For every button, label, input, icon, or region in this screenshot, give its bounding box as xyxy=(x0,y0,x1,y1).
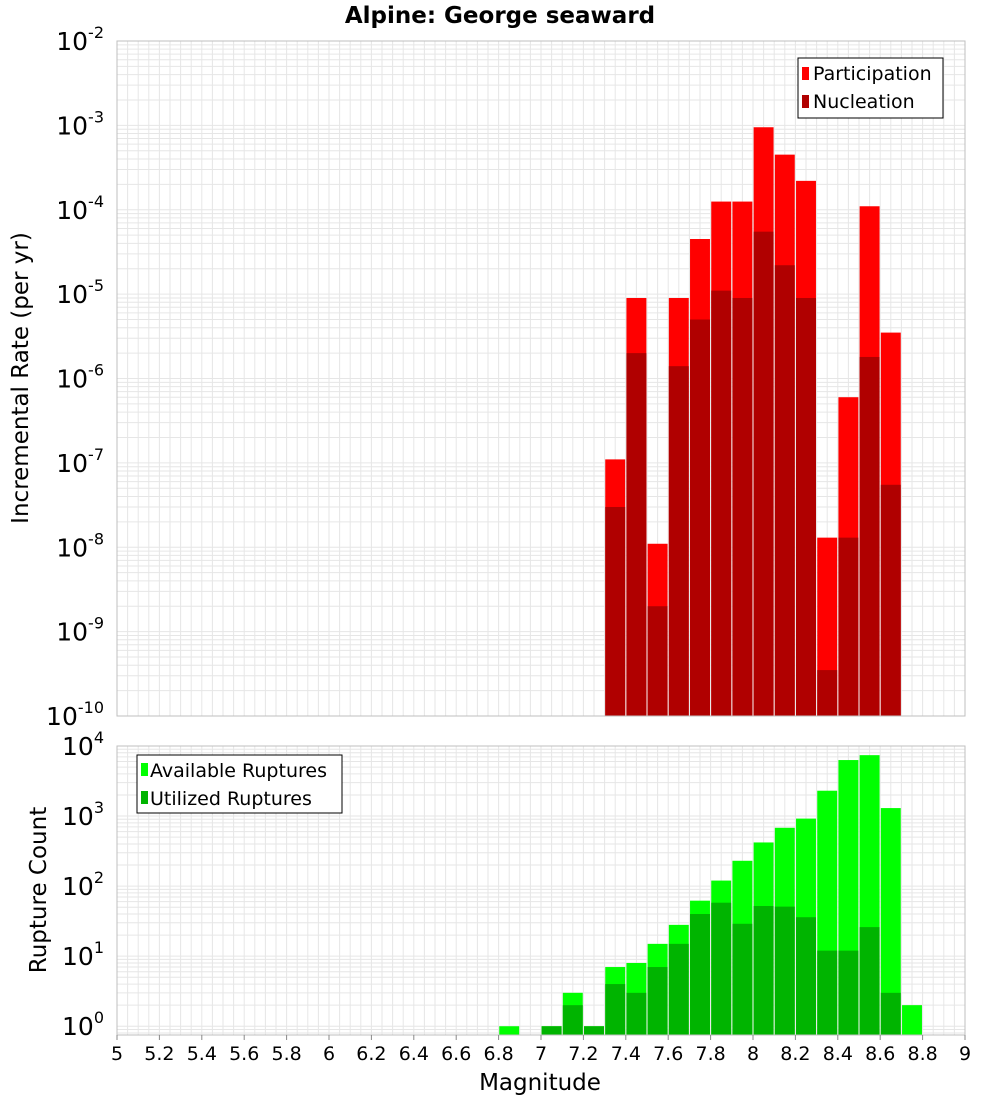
rupture-bar-utilized xyxy=(626,992,647,1035)
rupture-panel: 100 101 102 103 104 5 5.2 5.4 5.6 5.8 6 6.2 6.4 6.6 6… xyxy=(26,728,971,1096)
rupture-bar-utilized xyxy=(732,923,753,1035)
rupture-y-tick-label: 103 xyxy=(62,798,104,831)
rate-bar-nucleation xyxy=(838,537,859,716)
rate-y-tick-label: 10-2 xyxy=(56,23,104,56)
rate-y-tick-label: 10-5 xyxy=(56,276,104,309)
rupture-bar-utilized xyxy=(711,902,732,1035)
rupture-bar-available xyxy=(902,1005,922,1035)
rate-y-tick-label: 10-7 xyxy=(56,445,104,478)
nucleation-legend-swatch xyxy=(802,95,809,108)
x-tick-label: 6.4 xyxy=(399,1043,429,1065)
rupture-bar-utilized xyxy=(562,1005,583,1035)
x-axis-label: Magnitude xyxy=(479,1070,601,1096)
rate-bar-nucleation xyxy=(880,484,901,716)
rupture-bar-utilized xyxy=(774,906,795,1035)
rupture-y-axis-label: Rupture Count xyxy=(26,807,52,973)
rupture-y-ticks: 100 101 102 103 104 xyxy=(62,728,104,1041)
rupture-bar-utilized xyxy=(541,1026,562,1035)
rate-y-tick-label: 10-8 xyxy=(56,529,104,562)
rate-y-tick-label: 10-9 xyxy=(56,614,104,647)
rupture-bar-utilized xyxy=(880,992,901,1035)
x-tick-label: 7.6 xyxy=(653,1043,683,1065)
x-tick-label: 5.4 xyxy=(187,1043,217,1065)
rate-y-ticks: 10-10 10-9 10-8 10-7 10-6 10-5 10-4 10-3 10-2 xyxy=(46,23,104,731)
rate-legend-box xyxy=(797,57,944,119)
rupture-bar-utilized xyxy=(584,1026,604,1035)
rupture-bar-utilized xyxy=(668,943,689,1035)
x-tick-label: 5 xyxy=(111,1043,123,1065)
rupture-bar-utilized xyxy=(817,950,838,1035)
x-tick-label: 5.6 xyxy=(229,1043,259,1065)
rate-bar-nucleation xyxy=(753,231,774,716)
x-tick-label: 7 xyxy=(535,1043,547,1065)
x-tick-label: 9 xyxy=(959,1043,971,1065)
x-tick-label: 8.2 xyxy=(780,1043,810,1065)
rupture-y-tick-label: 100 xyxy=(62,1008,104,1041)
rupture-bar-utilized xyxy=(605,984,626,1035)
rate-bar-nucleation xyxy=(668,366,689,716)
x-tick-label: 6.6 xyxy=(441,1043,471,1065)
rupture-y-tick-label: 101 xyxy=(62,938,104,971)
x-tick-label: 5.8 xyxy=(271,1043,301,1065)
x-tick-label: 8 xyxy=(747,1043,759,1065)
rate-y-tick-label: 10-3 xyxy=(56,107,104,140)
rate-bar-nucleation xyxy=(626,353,647,716)
rate-bar-nucleation xyxy=(711,290,732,716)
available-legend-swatch xyxy=(141,763,148,776)
x-tick-label: 8.4 xyxy=(823,1043,853,1065)
rate-bar-nucleation xyxy=(647,606,668,716)
rate-legend: Participation Nucleation xyxy=(797,57,944,119)
rate-bar-nucleation xyxy=(605,506,626,716)
rupture-bar-utilized xyxy=(753,906,774,1035)
rate-bar-nucleation xyxy=(690,319,710,716)
rate-y-axis-label: Incremental Rate (per yr) xyxy=(8,232,34,524)
rate-bar-nucleation xyxy=(796,297,816,716)
x-tick-label: 8.6 xyxy=(865,1043,895,1065)
rate-bar-nucleation xyxy=(859,356,880,716)
participation-legend-label: Participation xyxy=(813,63,932,85)
x-tick-label: 7.4 xyxy=(611,1043,641,1065)
x-tick-label: 5.2 xyxy=(144,1043,174,1065)
x-tick-label: 7.8 xyxy=(695,1043,725,1065)
chart-title: Alpine: George seaward xyxy=(345,3,655,29)
rate-grid xyxy=(117,41,965,717)
x-tick-label: 6.2 xyxy=(356,1043,386,1065)
rupture-legend-box xyxy=(136,754,343,814)
rate-y-tick-label: 10-4 xyxy=(56,192,104,225)
rupture-bar-available xyxy=(499,1026,520,1035)
rupture-bar-available xyxy=(880,808,901,1035)
rate-bar-nucleation xyxy=(732,297,753,716)
x-tick-label: 7.2 xyxy=(568,1043,598,1065)
rate-bars xyxy=(605,127,901,716)
rate-y-tick-label: 10-10 xyxy=(46,698,104,731)
rupture-y-tick-label: 104 xyxy=(62,728,104,761)
nucleation-legend-label: Nucleation xyxy=(813,91,915,113)
rupture-bar-utilized xyxy=(647,967,668,1035)
rupture-bar-utilized xyxy=(838,950,859,1035)
utilized-legend-label: Utilized Ruptures xyxy=(150,788,312,810)
utilized-legend-swatch xyxy=(141,791,148,804)
rupture-bar-utilized xyxy=(796,917,816,1035)
rupture-bar-utilized xyxy=(859,927,880,1035)
x-tick-label: 8.8 xyxy=(907,1043,937,1065)
x-tick-label: 6.8 xyxy=(483,1043,513,1065)
rupture-legend: Available Ruptures Utilized Ruptures xyxy=(136,754,343,814)
magnitude-x-ticks: 5 5.2 5.4 5.6 5.8 6 6.2 6.4 6.6 6.8 7 7.2 7.4 7.6 7.8 8… xyxy=(111,1035,971,1065)
x-tick-label: 6 xyxy=(323,1043,335,1065)
rate-bar-nucleation xyxy=(774,265,795,716)
rate-y-tick-label: 10-6 xyxy=(56,361,104,394)
available-legend-label: Available Ruptures xyxy=(150,760,327,782)
rupture-bar-utilized xyxy=(690,914,710,1035)
rupture-y-tick-label: 102 xyxy=(62,868,104,901)
rupture-bars xyxy=(499,755,922,1035)
rate-panel: 10-10 10-9 10-8 10-7 10-6 10-5 10-4 10-3 10-2 In… xyxy=(8,23,966,731)
rate-bar-nucleation xyxy=(817,670,838,716)
rate-plot-frame xyxy=(116,40,966,717)
participation-legend-swatch xyxy=(802,67,809,80)
